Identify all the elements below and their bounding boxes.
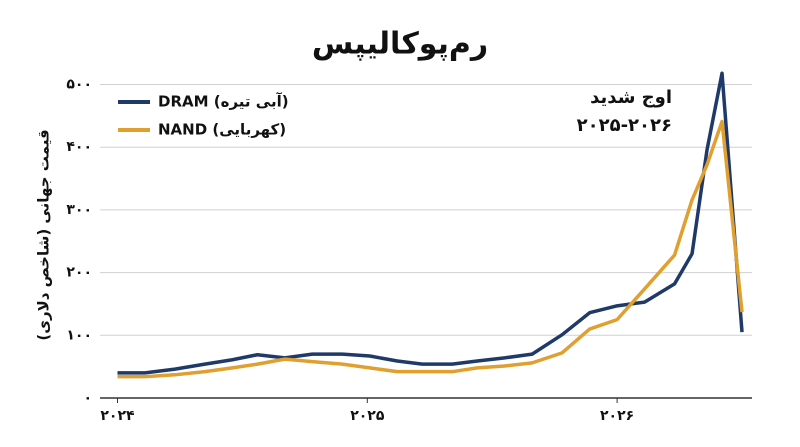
line-series: [117, 119, 744, 379]
annotation: ۲۰۲۵-۲۰۲۶: [577, 115, 672, 136]
line-series: [117, 71, 744, 375]
legend-label: NAND (کهربایی): [158, 121, 286, 139]
y-tick-label: ۴۰۰: [66, 139, 92, 155]
annotation: اوج شدید: [590, 87, 672, 108]
y-tick-label: ۱۰۰: [66, 327, 92, 343]
y-tick-label: ۳۰۰: [66, 202, 92, 218]
x-tick-label: ۲۰۲۵: [350, 408, 385, 424]
x-tick-label: ۲۰۲۴: [100, 408, 135, 424]
y-tick-label: ۵۰۰: [66, 77, 92, 93]
y-tick-label: ۲۰۰: [66, 265, 92, 281]
y-axis-label: قیمت جهانی (شاخص دلاری): [35, 129, 53, 340]
chart-title: رم‌پوکالیپس: [312, 27, 488, 62]
y-tick-label: ۰: [83, 390, 92, 406]
legend-label: DRAM (آبی تیره): [158, 93, 289, 111]
x-tick-label: ۲۰۲۶: [600, 408, 634, 424]
